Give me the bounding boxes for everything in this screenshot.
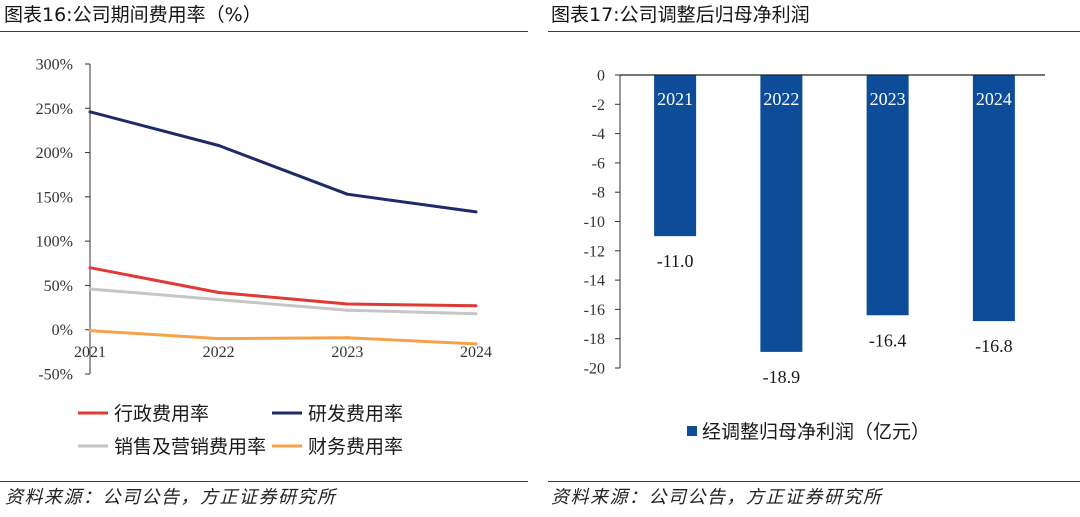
left-chart-title: 图表16:公司期间费用率（%） bbox=[4, 4, 262, 26]
y-tick-label: 150% bbox=[36, 189, 73, 206]
left-title-rule bbox=[0, 31, 528, 32]
data-point bbox=[474, 210, 478, 214]
data-point bbox=[88, 287, 92, 291]
right-source-note: 资料来源：公司公告，方正证券研究所 bbox=[551, 487, 883, 508]
legend-label: 行政费用率 bbox=[114, 403, 209, 425]
legend-label: 财务费用率 bbox=[308, 436, 403, 458]
series-line-2 bbox=[89, 110, 477, 214]
y-tick-label: -14 bbox=[584, 273, 605, 290]
data-point bbox=[345, 336, 349, 340]
y-tick-label: -4 bbox=[592, 126, 605, 143]
bar-data-label: -11.0 bbox=[657, 251, 694, 271]
x-tick-label: 2022 bbox=[763, 89, 799, 109]
y-tick-label: 250% bbox=[36, 101, 73, 118]
data-point bbox=[88, 266, 92, 270]
x-tick-label: 2024 bbox=[976, 89, 1012, 109]
legend-label: 销售及营销费用率 bbox=[114, 436, 266, 458]
data-point bbox=[217, 298, 221, 302]
data-point bbox=[88, 329, 92, 333]
y-tick-label: -12 bbox=[584, 243, 605, 260]
legend-label: 研发费用率 bbox=[308, 403, 403, 425]
x-tick-label: 2021 bbox=[657, 89, 693, 109]
right-title-rule bbox=[548, 31, 1080, 32]
data-point bbox=[217, 291, 221, 295]
data-point bbox=[345, 308, 349, 312]
bar bbox=[760, 75, 803, 352]
bar bbox=[972, 75, 1015, 322]
y-tick-label: 100% bbox=[36, 234, 73, 251]
x-tick-label: 2023 bbox=[331, 344, 363, 361]
data-point bbox=[474, 312, 478, 316]
y-tick-label: 50% bbox=[44, 278, 73, 295]
left-source-note: 资料来源：公司公告，方正证券研究所 bbox=[5, 487, 337, 508]
adjusted-net-profit-bar-chart: 0 -2 -4 -6 -8 -10 -12 -14 -16 -18 -20 2021 -11.0 2022… bbox=[584, 68, 1045, 443]
expense-ratio-line-chart: 300% 250% 200% 150% 100% 50% 0% -50%2021 2022 202… bbox=[36, 57, 492, 459]
bar-data-label: -16.8 bbox=[975, 336, 1013, 356]
data-point bbox=[217, 143, 221, 147]
data-point bbox=[345, 302, 349, 306]
series-line-1 bbox=[89, 266, 477, 308]
data-point bbox=[474, 304, 478, 308]
bar bbox=[654, 75, 697, 237]
right-bottom-rule bbox=[548, 481, 1080, 482]
x-tick-label: 2023 bbox=[870, 89, 906, 109]
x-tick-label: 2022 bbox=[203, 344, 235, 361]
y-tick-label: 200% bbox=[36, 145, 73, 162]
bar-data-label: -18.9 bbox=[763, 367, 801, 387]
y-tick-label: 300% bbox=[36, 57, 73, 74]
y-tick-label: -18 bbox=[584, 331, 605, 348]
data-point bbox=[88, 110, 92, 114]
y-tick-label: -20 bbox=[584, 361, 605, 378]
bar bbox=[866, 75, 909, 316]
legend-label: 经调整归母净利润（亿元） bbox=[702, 421, 930, 443]
y-tick-label: -6 bbox=[592, 155, 605, 172]
y-tick-label: -2 bbox=[592, 97, 605, 114]
y-tick-label: -16 bbox=[584, 302, 605, 319]
legend-swatch bbox=[687, 426, 697, 436]
y-tick-label: -8 bbox=[592, 185, 605, 202]
y-tick-label: -50% bbox=[38, 367, 73, 384]
series-line-4 bbox=[89, 329, 477, 346]
left-bottom-rule bbox=[0, 481, 528, 482]
series-line-3 bbox=[89, 287, 477, 316]
y-tick-label: 0% bbox=[52, 322, 73, 339]
y-tick-label: -10 bbox=[584, 214, 605, 231]
data-point bbox=[345, 192, 349, 196]
data-point bbox=[217, 337, 221, 341]
x-tick-label: 2024 bbox=[460, 344, 492, 361]
data-point bbox=[474, 342, 478, 346]
x-tick-label: 2021 bbox=[74, 344, 106, 361]
bar-data-label: -16.4 bbox=[869, 330, 907, 350]
right-chart-title: 图表17:公司调整后归母净利润 bbox=[551, 4, 810, 26]
y-tick-label: 0 bbox=[597, 68, 605, 85]
